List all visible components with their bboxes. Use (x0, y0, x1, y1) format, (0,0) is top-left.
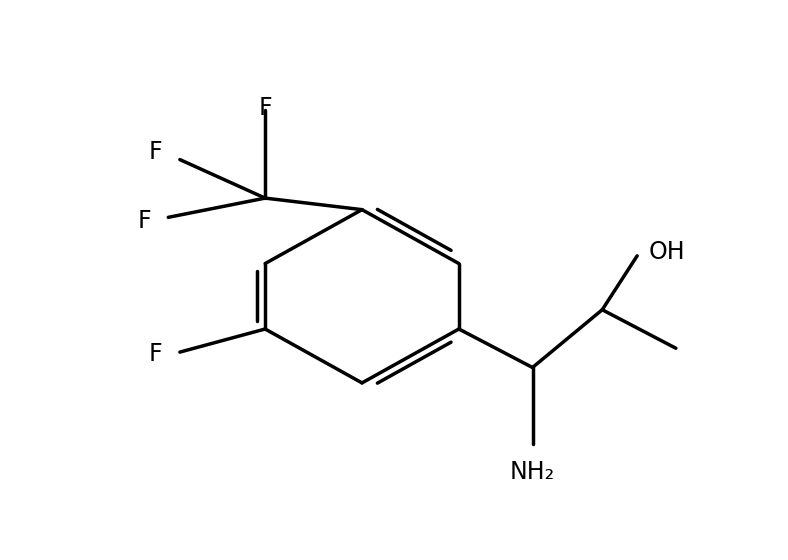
Text: F: F (148, 140, 162, 164)
Text: F: F (148, 342, 162, 366)
Text: F: F (258, 96, 272, 120)
Text: NH₂: NH₂ (510, 460, 555, 484)
Text: OH: OH (649, 240, 686, 264)
Text: F: F (138, 209, 151, 233)
